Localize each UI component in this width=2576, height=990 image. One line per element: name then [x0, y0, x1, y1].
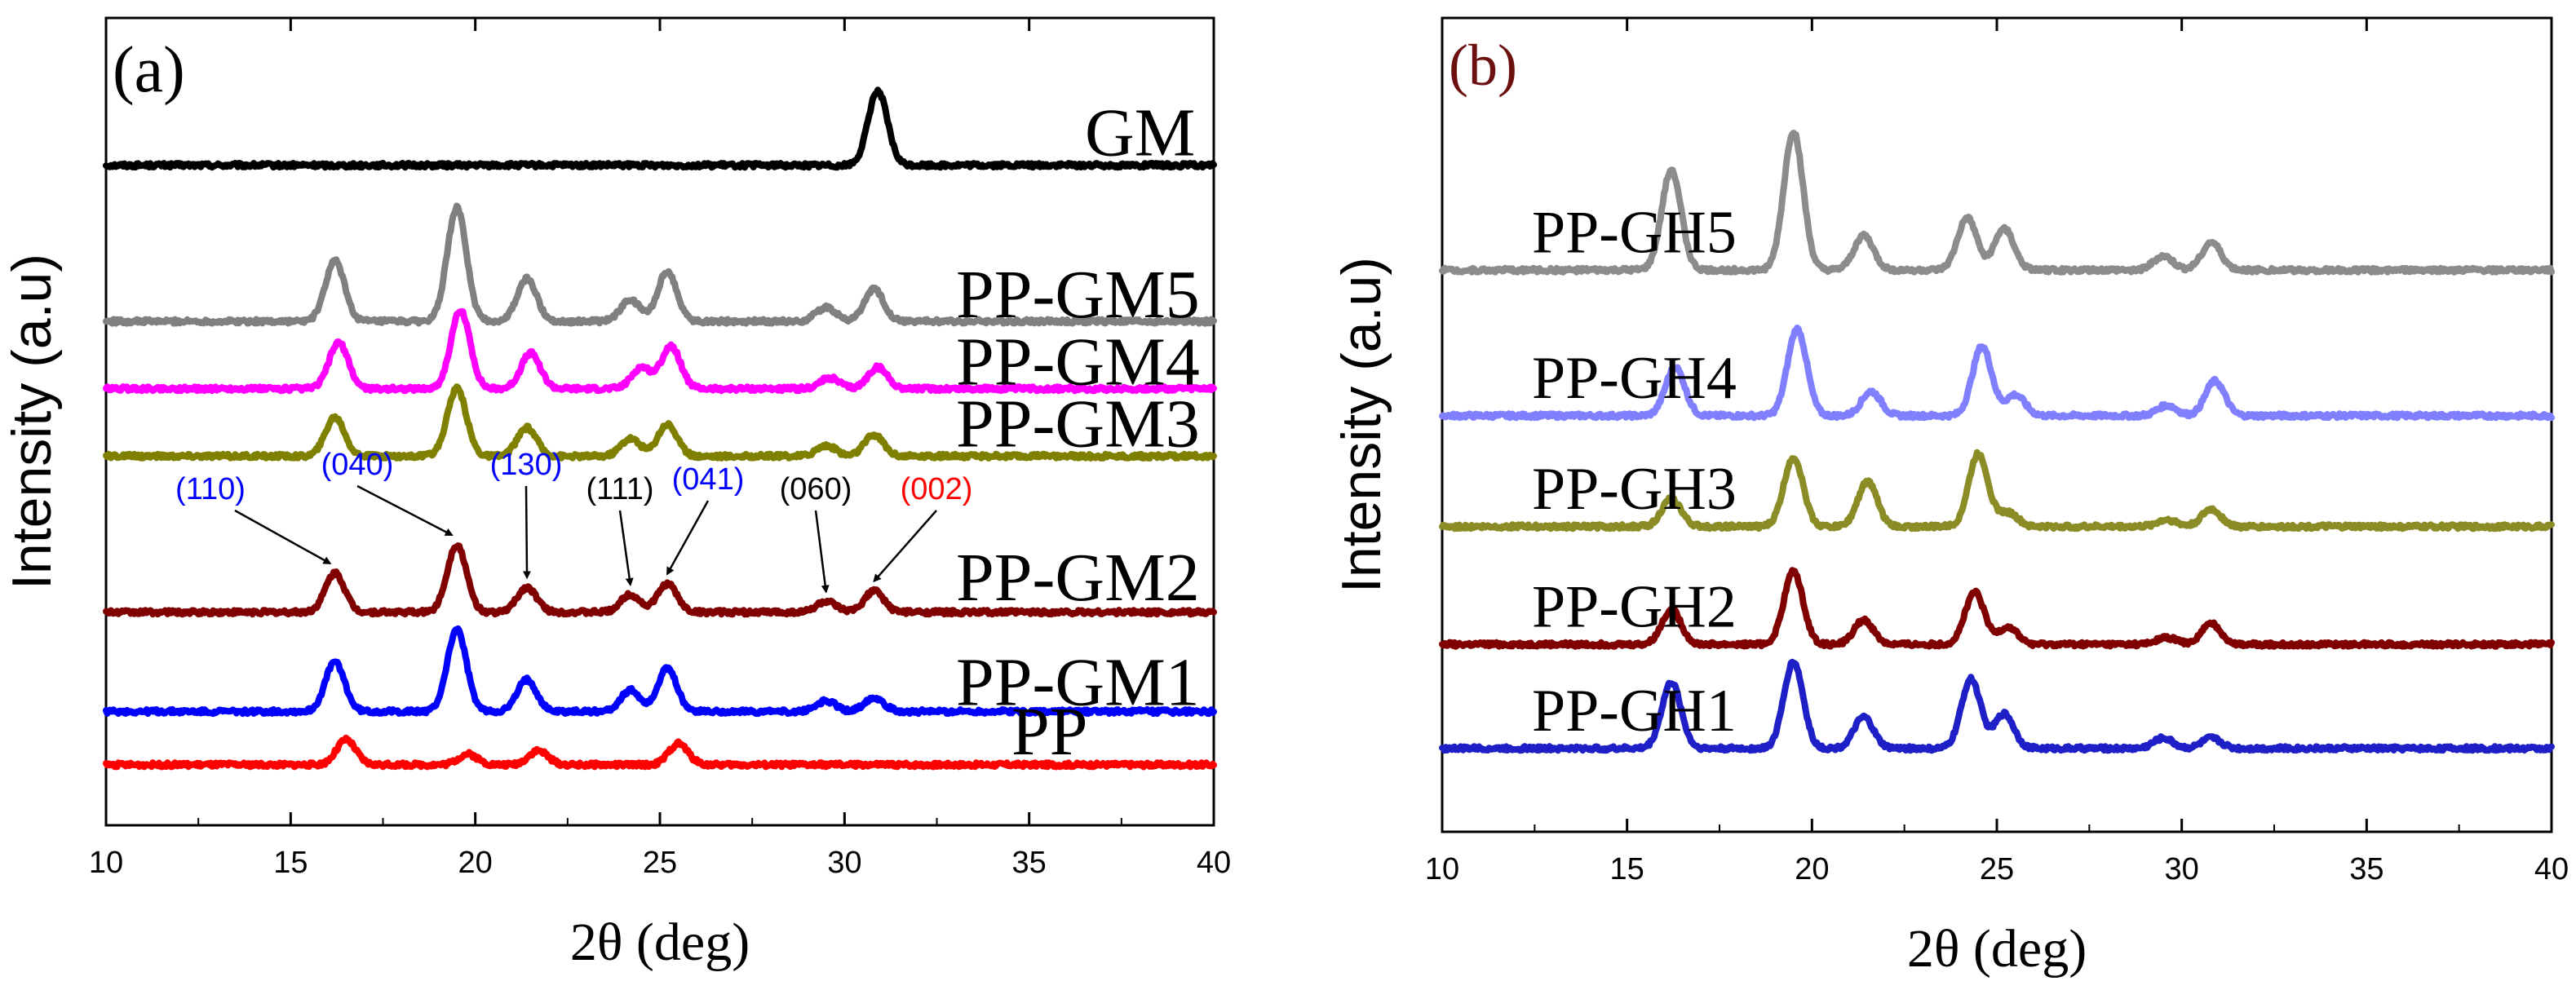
annotation-arrow	[814, 510, 830, 594]
x-tick-label: 10	[1425, 852, 1459, 886]
series-label-pp-gh2: PP-GH2	[1532, 573, 1737, 640]
x-tick-label: 35	[1012, 846, 1047, 880]
series-line-pp-gm4	[103, 307, 1217, 395]
x-tick-label: 15	[273, 846, 308, 880]
peak-annotation: (111)	[586, 472, 653, 506]
y-axis-label: Intensity (a.u)	[1330, 257, 1392, 593]
x-tick-label: 30	[2165, 852, 2199, 886]
x-axis-label: 2θ (deg)	[1907, 919, 2087, 979]
series-label-pp-gh1: PP-GH1	[1532, 678, 1737, 745]
annotation-arrow	[873, 510, 937, 583]
series-label-pp-gm5: PP-GM5	[956, 257, 1200, 333]
x-tick-label: 40	[2534, 852, 2569, 886]
series-label-pp-gh3: PP-GH3	[1532, 456, 1737, 523]
panel-label: (b)	[1449, 33, 1517, 98]
peak-annotation: (041)	[672, 462, 745, 497]
series-label-pp-gm2: PP-GM2	[956, 540, 1200, 616]
series-line-pp-gh3	[1439, 449, 2555, 533]
x-tick-label: 25	[1980, 852, 2014, 886]
x-tick-label: 40	[1197, 846, 1231, 880]
series-line-pp-gm3	[103, 383, 1217, 462]
x-tick-label: 30	[827, 846, 861, 880]
series-label-pp-gh4: PP-GH4	[1532, 345, 1737, 412]
series-label-pp-gm1: PP-GM1	[956, 645, 1200, 721]
annotation-arrow	[356, 484, 454, 537]
series-line-gm	[103, 86, 1217, 171]
series-label-pp: PP	[1011, 694, 1087, 770]
y-axis-label: Intensity (a.u)	[1, 254, 63, 590]
series-line-pp-gm2	[103, 542, 1217, 618]
panel-a: 10 15 20 25 30 35 40 2θ (deg) Intensity (a.u) (a)…	[1, 16, 1231, 972]
annotation-arrow	[618, 510, 634, 586]
x-axis-label: 2θ (deg)	[570, 913, 750, 972]
series-line-pp-gh5	[1439, 130, 2555, 276]
x-tick-label: 10	[89, 846, 123, 880]
peak-annotation: (060)	[780, 472, 852, 506]
x-tick-label: 25	[643, 846, 677, 880]
x-tick-label: 15	[1610, 852, 1644, 886]
x-tick-label: 20	[458, 846, 493, 880]
series-label-pp-gm3: PP-GM3	[956, 386, 1200, 462]
panel-b: 10 15 20 25 30 35 40 2θ (deg) Intensity (a.u) (b)…	[1330, 16, 2569, 979]
peak-annotation: (130)	[490, 448, 563, 482]
peak-annotation: (002)	[901, 472, 973, 506]
series-line-pp	[103, 734, 1217, 771]
series-line-pp-gh4	[1439, 325, 2555, 422]
annotation-arrow	[666, 500, 710, 576]
series-label-pp-gm4: PP-GM4	[956, 325, 1200, 400]
peak-annotation: (110)	[175, 472, 246, 506]
panel-label: (a)	[113, 34, 185, 106]
annotation-arrow	[522, 485, 531, 580]
annotation-arrow	[234, 509, 332, 564]
peak-annotation: (040)	[321, 448, 394, 482]
series-line-pp-gh2	[1439, 567, 2555, 650]
series-line-pp-gm5	[103, 202, 1217, 327]
series-line-pp-gm1	[103, 625, 1217, 718]
series-label-gm: GM	[1085, 95, 1195, 171]
x-tick-label: 35	[2349, 852, 2383, 886]
series-label-pp-gh5: PP-GH5	[1532, 199, 1737, 266]
series-line-pp-gh1	[1439, 658, 2555, 754]
x-tick-label: 20	[1795, 852, 1829, 886]
